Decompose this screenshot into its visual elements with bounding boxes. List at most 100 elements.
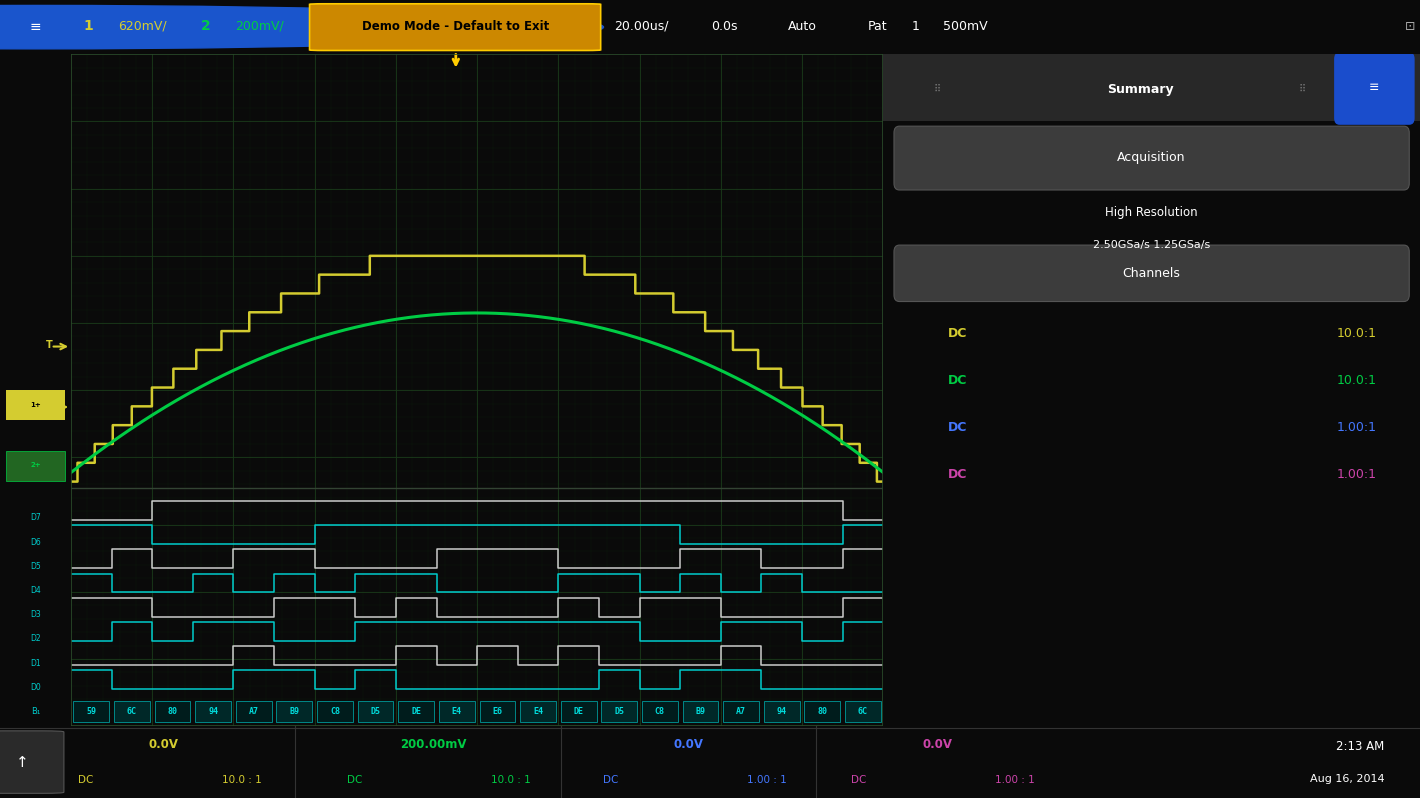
Text: Pat: Pat [868,19,888,33]
Text: 2: 2 [202,19,210,33]
Text: ↑: ↑ [17,755,28,769]
Text: DE: DE [574,707,584,716]
Text: DC: DC [947,373,967,387]
Text: 6C: 6C [126,707,136,716]
Text: 59: 59 [87,707,97,716]
Text: Auto: Auto [788,19,816,33]
Bar [683,701,719,722]
Text: 1: 1 [84,19,92,33]
Text: High Resolution: High Resolution [1105,207,1198,219]
Bar [602,701,638,722]
Text: 1: 1 [912,19,920,33]
Text: E6: E6 [493,707,503,716]
Text: Acquisition: Acquisition [1118,152,1186,164]
Text: 10.0:1: 10.0:1 [1338,373,1377,387]
Text: Channels: Channels [1123,267,1180,280]
Text: A7: A7 [736,707,746,716]
Text: DE: DE [412,707,422,716]
FancyBboxPatch shape [0,731,64,793]
Text: 10.0 : 1: 10.0 : 1 [222,775,261,785]
Text: E4: E4 [532,707,542,716]
Text: ⠿: ⠿ [1298,85,1305,94]
Text: 80: 80 [168,707,178,716]
Bar [883,54,1420,121]
Text: 6C: 6C [858,707,868,716]
Bar [561,701,596,722]
Bar [723,701,758,722]
Bar [6,451,65,481]
Text: Demo Mode - Default to Exit: Demo Mode - Default to Exit [362,19,550,33]
Text: 0.0V: 0.0V [148,737,179,751]
Text: B9: B9 [696,707,706,716]
Text: A7: A7 [248,707,258,716]
Text: 200.00mV: 200.00mV [400,737,466,751]
Text: D5: D5 [30,562,41,571]
Text: ≡: ≡ [1369,81,1380,94]
Text: E4: E4 [452,707,462,716]
Text: 0.0V: 0.0V [922,737,953,751]
Text: 620mV/: 620mV/ [118,19,166,33]
Text: 500mV: 500mV [943,19,988,33]
Text: 200mV/: 200mV/ [236,19,284,33]
Circle shape [0,6,604,49]
Bar [642,701,677,722]
Text: Summary: Summary [1108,83,1174,96]
FancyBboxPatch shape [310,4,601,50]
Bar [805,701,841,722]
Bar [196,701,231,722]
Text: D7: D7 [30,513,41,523]
Bar [277,701,312,722]
Bar [845,701,880,722]
Text: 2.50GSa/s 1.25GSa/s: 2.50GSa/s 1.25GSa/s [1093,240,1210,250]
Bar [358,701,393,722]
Text: 94: 94 [777,707,787,716]
Text: B₁: B₁ [31,707,40,716]
Text: DC: DC [348,775,362,785]
Bar [6,390,65,421]
Bar [114,701,149,722]
Text: 1.00 : 1: 1.00 : 1 [747,775,787,785]
Bar [236,701,271,722]
Text: C8: C8 [329,707,339,716]
Text: D3: D3 [30,610,41,619]
Text: B9: B9 [290,707,300,716]
Text: D0: D0 [30,683,41,692]
Text: 10.0 : 1: 10.0 : 1 [491,775,531,785]
Text: D5: D5 [371,707,381,716]
Text: 2:13 AM: 2:13 AM [1336,740,1384,753]
Text: Aug 16, 2014: Aug 16, 2014 [1309,774,1384,784]
Bar [764,701,799,722]
Text: C8: C8 [655,707,665,716]
Text: 1+: 1+ [30,402,41,408]
Text: D4: D4 [30,586,41,595]
Text: DC: DC [78,775,92,785]
Text: DC: DC [947,326,967,340]
Text: 20.00us/: 20.00us/ [615,19,669,33]
Text: 1.00:1: 1.00:1 [1338,468,1377,480]
Text: 94: 94 [209,707,219,716]
Text: D6: D6 [30,538,41,547]
Text: D2: D2 [30,634,41,643]
Text: DC: DC [604,775,618,785]
Bar [155,701,190,722]
Text: 10.0:1: 10.0:1 [1338,326,1377,340]
FancyBboxPatch shape [895,245,1409,302]
Text: ⊡: ⊡ [1406,19,1416,33]
Text: D1: D1 [30,658,41,667]
Text: ≡: ≡ [30,20,41,34]
Bar [520,701,555,722]
Bar [480,701,515,722]
Text: 80: 80 [818,707,828,716]
Bar [317,701,352,722]
Bar [439,701,474,722]
Text: 1.00 : 1: 1.00 : 1 [995,775,1035,785]
FancyBboxPatch shape [895,126,1409,190]
Text: ⠿: ⠿ [933,85,940,94]
Text: DC: DC [852,775,866,785]
FancyBboxPatch shape [1335,52,1414,124]
Bar [74,701,109,722]
Text: 0.0s: 0.0s [711,19,737,33]
Text: T: T [47,340,53,350]
Text: D5: D5 [615,707,625,716]
Text: 2+: 2+ [30,463,41,468]
